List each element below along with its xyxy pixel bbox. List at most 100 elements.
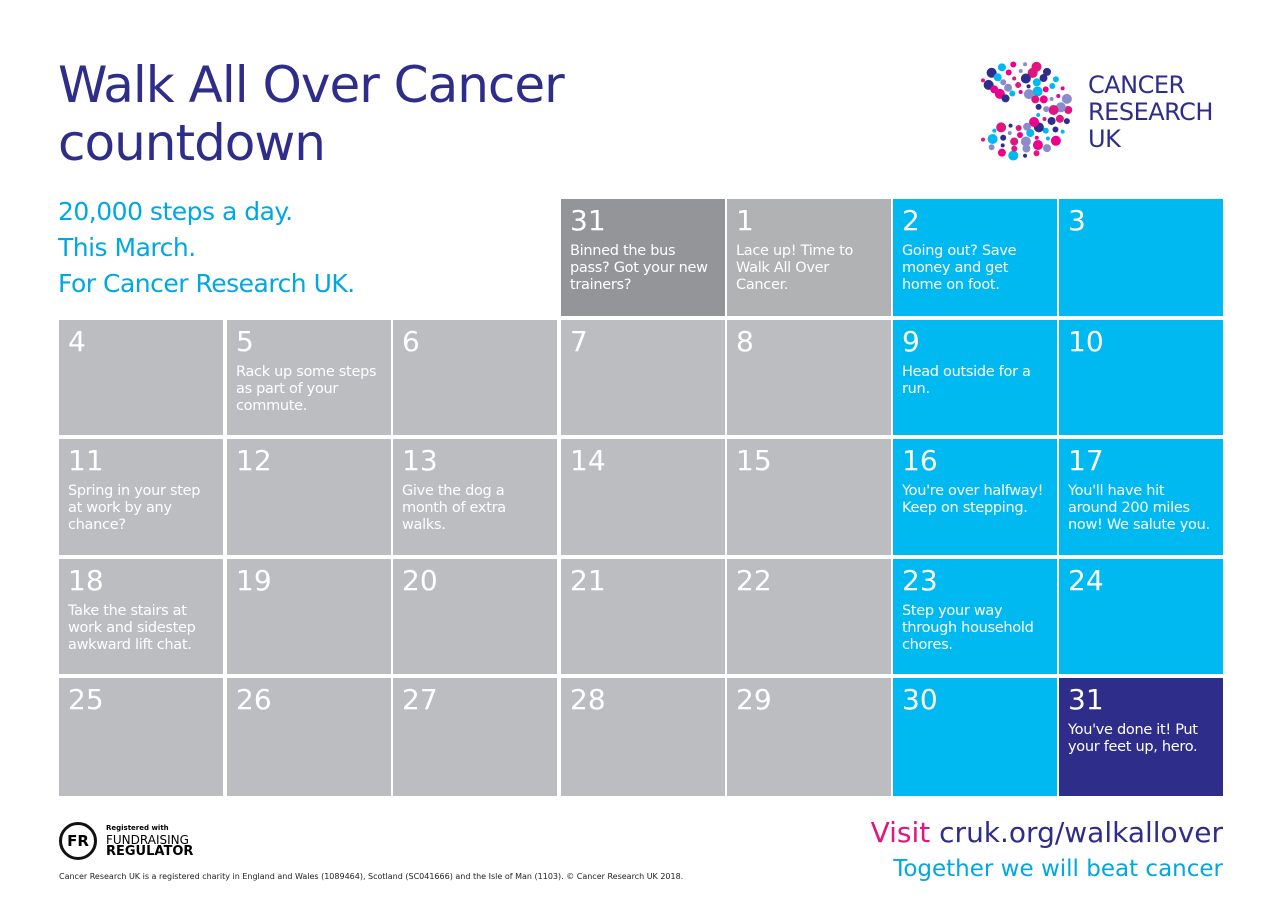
day-number: 31: [1068, 683, 1104, 716]
day-cell: 28: [561, 678, 725, 796]
day-cell: 1 Lace up! Time to Walk All Over Cancer.: [727, 199, 891, 316]
logo-dot: [1055, 114, 1064, 123]
logo-dot: [1045, 136, 1050, 141]
day-cell: 20: [393, 559, 557, 674]
day-cell: 30: [893, 678, 1057, 796]
logo-dot: [1027, 67, 1038, 78]
logo-dot: [1017, 132, 1023, 138]
day-text: Lace up! Time to Walk All Over Cancer.: [736, 243, 854, 293]
logo-dot: [1035, 103, 1042, 110]
logo-dot: [1018, 90, 1023, 95]
logo-dot: [1052, 76, 1059, 83]
day-number: 14: [570, 444, 606, 477]
logo-dot: [1043, 106, 1050, 113]
slogan: Together we will beat cancer: [893, 856, 1223, 882]
day-text: Step your way through household chores.: [902, 603, 1034, 653]
day-cell: 29: [727, 678, 891, 796]
day-number: 16: [902, 444, 938, 477]
day-number: 26: [236, 683, 272, 716]
day-cell: 22: [727, 559, 891, 674]
logo-dot: [1000, 143, 1005, 148]
logo-dot: [1032, 86, 1043, 97]
logo-dot: [1031, 95, 1040, 104]
logo-dot: [1047, 116, 1056, 125]
day-number: 2: [902, 204, 920, 237]
logo-dot: [1008, 123, 1013, 128]
day-cell: 9 Head outside for a run.: [893, 320, 1057, 435]
tagline-line: 20,000 steps a day.: [58, 197, 293, 226]
logo-dot: [993, 73, 1002, 82]
logo-dot: [1042, 116, 1047, 121]
logo-dot: [1023, 153, 1028, 158]
day-number: 23: [902, 564, 938, 597]
day-number: 9: [902, 325, 920, 358]
day-text: Spring in your step at work by any chanc…: [68, 483, 201, 533]
day-cell: 2 Going out? Save money and get home on f…: [893, 199, 1057, 316]
day-cell: 15: [727, 439, 891, 555]
day-cell: 18 Take the stairs at work and sidestep a…: [59, 559, 223, 674]
logo-dot: [1052, 126, 1059, 133]
logo-dot: [1034, 135, 1039, 140]
logo-dot: [1042, 86, 1049, 93]
logo-dot: [1039, 95, 1048, 104]
logo-dot: [1023, 89, 1034, 100]
day-cell: 25: [59, 678, 223, 796]
logo-dot: [1042, 127, 1049, 134]
logo-dot: [1050, 135, 1061, 146]
day-number: 25: [68, 683, 104, 716]
day-cell: 31 Binned the bus pass? Got your new trai…: [561, 199, 725, 316]
day-number: 12: [236, 444, 272, 477]
url[interactable]: cruk.org/walkallover: [939, 816, 1223, 849]
day-cell: 17 You'll have hit around 200 miles now! …: [1059, 439, 1223, 555]
title: Walk All Over Cancer countdown: [58, 56, 565, 172]
day-cell: 3: [1059, 199, 1223, 316]
day-number: 6: [402, 325, 420, 358]
logo-dot: [986, 67, 997, 78]
logo-text: CANCER RESEARCH UK: [1088, 72, 1213, 153]
logo-dot: [1032, 140, 1043, 151]
day-cell: 4: [59, 320, 223, 435]
logo-dot: [992, 128, 997, 133]
day-cell: 13 Give the dog a month of extra walks.: [393, 439, 557, 555]
logo-dot: [987, 133, 998, 144]
day-text: Give the dog a month of extra walks.: [402, 483, 506, 533]
day-cell: 14: [561, 439, 725, 555]
day-number: 18: [68, 564, 104, 597]
day-cell: 24: [1059, 559, 1223, 674]
logo-dot: [1039, 74, 1048, 83]
legal-text: Cancer Research UK is a registered chari…: [59, 872, 684, 881]
logo-dot: [1036, 112, 1041, 117]
day-cell: 8: [727, 320, 891, 435]
day-text: Rack up some steps as part of your commu…: [236, 364, 377, 414]
logo-dot: [1029, 117, 1040, 128]
day-text: You've done it! Put your feet up, hero.: [1068, 722, 1198, 755]
logo-dot: [1008, 150, 1019, 161]
logo-dot: [1000, 79, 1007, 86]
fr-line: FUNDRAISING: [106, 833, 189, 847]
title-line: Walk All Over Cancer: [58, 56, 565, 114]
day-cell: 27: [393, 678, 557, 796]
day-text: Take the stairs at work and sidestep awk…: [68, 603, 196, 653]
logo-dot: [1049, 82, 1056, 89]
logo-dot: [1023, 122, 1032, 131]
visit-label: Visit: [870, 816, 931, 849]
logo-dot: [1015, 82, 1022, 89]
logo-dot: [1049, 97, 1054, 102]
day-cell: 11 Spring in your step at work by any cha…: [59, 439, 223, 555]
day-number: 19: [236, 564, 272, 597]
logo-dot: [1011, 145, 1018, 152]
logo-dot: [1018, 69, 1023, 74]
day-cell: 31 You've done it! Put your feet up, hero…: [1059, 678, 1223, 796]
day-cell: 10: [1059, 320, 1223, 435]
day-cell: 6: [393, 320, 557, 435]
logo-dot: [1012, 76, 1017, 81]
logo-dot: [1043, 144, 1052, 153]
day-number: 21: [570, 564, 606, 597]
day-cell: 16 You're over halfway! Keep on stepping.: [893, 439, 1057, 555]
logo-dot: [1022, 144, 1031, 153]
day-number: 15: [736, 444, 772, 477]
logo-dot: [1060, 86, 1065, 91]
logo-dot: [1026, 84, 1031, 89]
day-number: 7: [570, 325, 588, 358]
logo-dot: [1000, 134, 1007, 141]
